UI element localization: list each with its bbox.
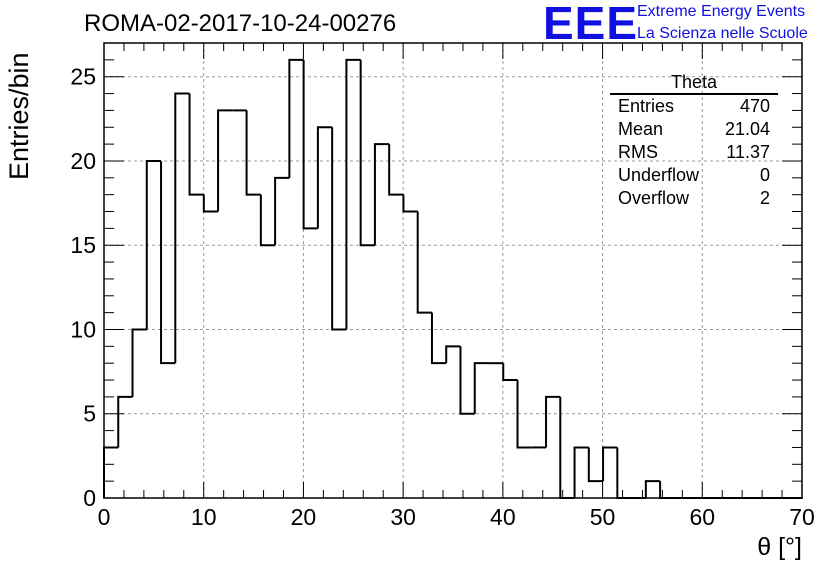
histogram-bin (245, 110, 261, 196)
stats-label: Entries (618, 96, 675, 116)
x-axis-label: θ [°] (757, 533, 802, 561)
axes (103, 42, 803, 499)
histogram-bin (445, 345, 461, 364)
stats-title: Theta (610, 72, 778, 95)
x-tick-label: 10 (191, 504, 217, 530)
histogram-bin (174, 92, 190, 364)
y-tick-label: 15 (70, 232, 96, 258)
histogram-bin (402, 194, 418, 213)
histogram-bin (587, 447, 604, 483)
x-tick-label: 20 (291, 504, 317, 530)
x-tick-label: 30 (390, 504, 416, 530)
histogram-bin (644, 480, 661, 498)
histogram-bin (188, 93, 204, 196)
plot-frame (103, 42, 803, 499)
histogram-bin (559, 396, 575, 499)
histogram-bin (373, 143, 390, 246)
histogram-bin (288, 58, 304, 178)
y-tick-label: 5 (83, 401, 96, 427)
stats-label: Underflow (618, 165, 700, 185)
x-tick-label: 70 (789, 504, 815, 530)
stats-row: RMS 11.37 (610, 141, 778, 164)
histogram-bin (259, 194, 276, 247)
stats-label: Overflow (618, 188, 690, 208)
stats-value: 21.04 (724, 119, 770, 139)
x-tick-label: 60 (689, 504, 715, 530)
histogram-bin (302, 59, 318, 230)
stats-box: Theta Entries 470 Mean 21.04 RMS 11.37 Unde… (610, 72, 778, 210)
histogram-bin (502, 363, 518, 382)
histogram-bin (103, 446, 119, 498)
y-tick-label: 10 (70, 316, 96, 342)
logo-line-1: Extreme Energy Events (637, 3, 806, 20)
stats-value: 11.37 (726, 142, 770, 162)
histogram-bin (345, 58, 361, 330)
x-tick-label: 50 (590, 504, 616, 530)
grid-lines (104, 43, 802, 498)
histogram-bin (316, 126, 333, 229)
histogram-bin (602, 446, 618, 482)
y-axis-label: Entries/bin (4, 52, 34, 180)
stats-row: Underflow 0 (610, 164, 778, 187)
eee-logo: EEE (543, 0, 639, 49)
histogram-bin (616, 447, 632, 499)
stats-label: RMS (618, 142, 658, 162)
histogram-bin (131, 328, 147, 397)
y-tick-label: 0 (83, 485, 96, 511)
histogram-bin (359, 59, 375, 247)
y-tick-label: 20 (70, 148, 96, 174)
chart-title: ROMA-02-2017-10-24-00276 (84, 10, 397, 37)
histogram-bin (545, 395, 561, 448)
histogram-bin (331, 127, 347, 331)
histogram-bin (145, 159, 162, 330)
stats-value: 2 (759, 188, 770, 208)
histogram-bin (516, 380, 532, 449)
logo-line-2: La Scienza nelle Scuole (637, 25, 808, 42)
histogram-bin (388, 144, 404, 196)
stats-row: Entries 470 (610, 95, 778, 118)
histogram-bin (217, 109, 233, 212)
stats-label: Mean (618, 119, 664, 139)
histogram-bin (473, 362, 489, 414)
stats-value: 0 (759, 165, 770, 185)
histogram-bin (117, 395, 133, 448)
histogram-bin (274, 176, 290, 246)
stats-value: 470 (739, 96, 770, 116)
stats-row: Overflow 2 (610, 187, 778, 210)
histogram-bin (160, 160, 176, 365)
x-tick-label: 0 (98, 504, 111, 530)
histogram-bin (430, 312, 447, 365)
histogram-bin (573, 446, 589, 498)
stats-row: Mean 21.04 (610, 118, 778, 141)
histogram-bin (416, 211, 432, 314)
y-tick-label: 25 (70, 64, 96, 90)
x-tick-label: 40 (490, 504, 516, 530)
histogram-bin (202, 194, 219, 213)
histogram-bin (459, 346, 475, 415)
